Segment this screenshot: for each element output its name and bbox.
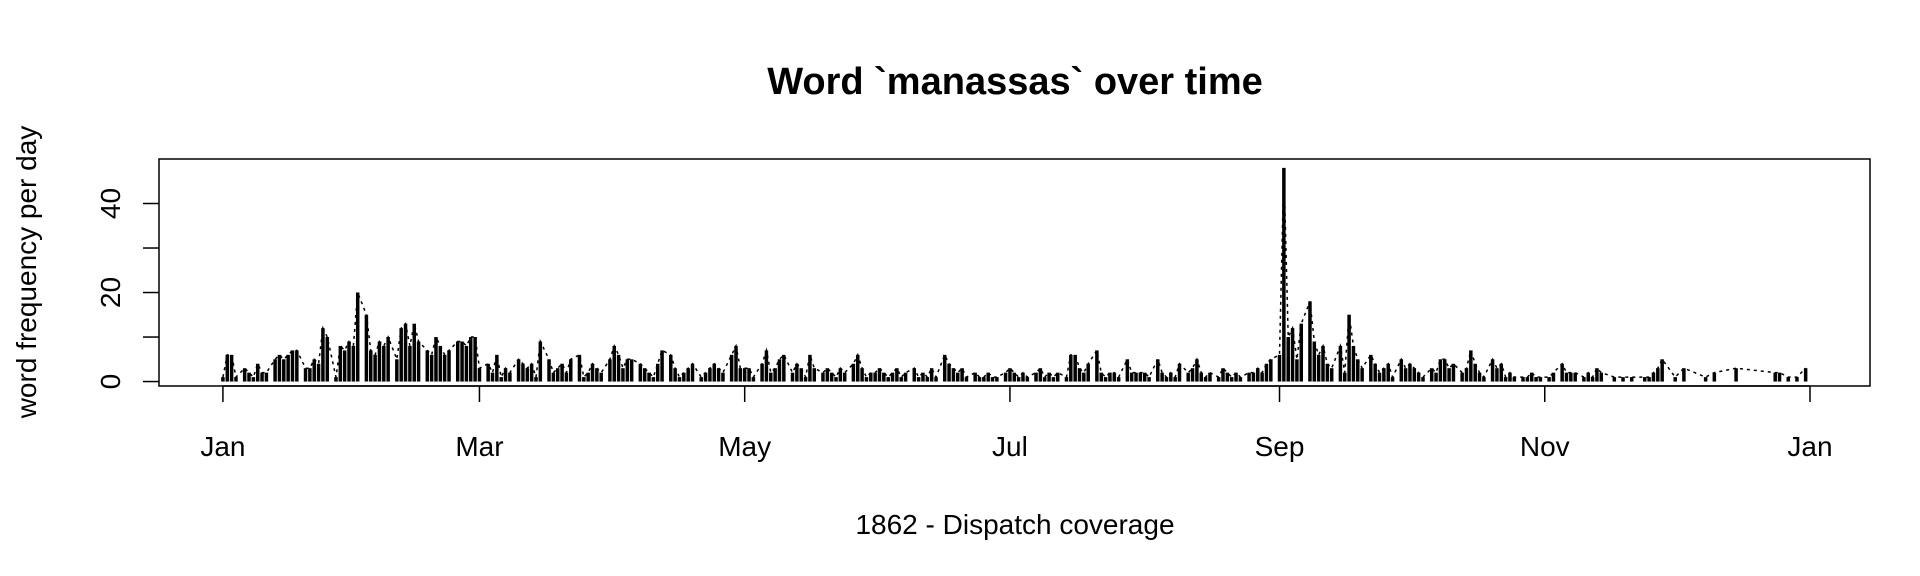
y-axis-label: word frequency per day [11, 126, 42, 420]
y-tick-label: 40 [95, 188, 126, 219]
x-tick-label: Mar [455, 431, 503, 462]
trend-line [222, 167, 1807, 380]
x-tick-label: Nov [1520, 431, 1570, 462]
x-tick-label: Jul [992, 431, 1028, 462]
y-tick-label: 20 [95, 277, 126, 308]
x-tick-label: Jan [1787, 431, 1832, 462]
y-tick-label: 0 [95, 374, 126, 390]
x-tick-label: Jan [200, 431, 245, 462]
x-tick-label: May [718, 431, 771, 462]
x-axis-label: 1862 - Dispatch coverage [855, 509, 1174, 540]
chart-title: Word `manassas` over time [767, 61, 1263, 103]
x-tick-label: Sep [1255, 431, 1305, 462]
